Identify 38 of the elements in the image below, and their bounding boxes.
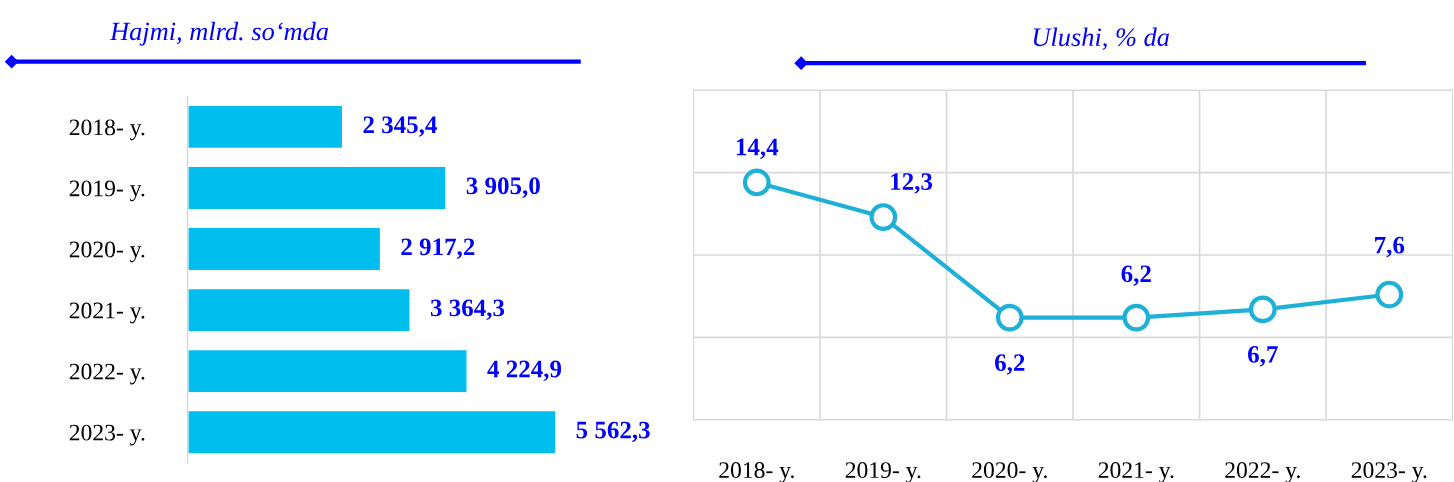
point xyxy=(1248,295,1277,324)
chart-title: Ulushi, % da xyxy=(1033,27,1169,50)
point xyxy=(742,168,771,197)
data-label: 14,4 xyxy=(736,138,779,159)
point xyxy=(1122,303,1151,332)
bar xyxy=(187,287,412,334)
bar xyxy=(187,164,448,211)
y-tick-label: 2019- y. xyxy=(69,180,145,202)
point xyxy=(1375,280,1404,309)
data-label: 6,2 xyxy=(995,354,1025,375)
data-label: 4 224,9 xyxy=(487,360,562,382)
chart-title: Hajmi, mlrd. so‘mda xyxy=(109,21,329,46)
data-label: 6,7 xyxy=(1248,346,1278,367)
x-tick-label: 2019- y. xyxy=(845,462,921,482)
x-tick-label: 2020- y. xyxy=(972,462,1047,482)
y-tick-label: 2023- y. xyxy=(69,424,145,446)
data-label: 7,6 xyxy=(1375,236,1405,258)
data-label: 6,2 xyxy=(1121,265,1151,286)
x-tick-label: 2021- y. xyxy=(1098,462,1174,482)
y-tick-label: 2021- y. xyxy=(69,302,145,324)
data-label: 2 345,4 xyxy=(363,116,437,137)
data-label: 12,3 xyxy=(891,173,933,194)
y-tick-label: 2020- y. xyxy=(69,241,145,263)
y-tick-label: 2022- y. xyxy=(69,363,145,385)
data-label: 5 562,3 xyxy=(576,421,650,443)
y-tick-label: 2018- y. xyxy=(69,119,145,141)
bar xyxy=(187,226,382,273)
x-tick-label: 2022- y. xyxy=(1225,462,1300,482)
point xyxy=(869,203,898,231)
x-tick-label: 2023- y. xyxy=(1351,462,1427,482)
bar xyxy=(187,348,469,395)
data-label: 3 905,0 xyxy=(466,177,540,198)
bar xyxy=(187,409,558,456)
x-tick-label: 2018- y. xyxy=(719,462,794,482)
point xyxy=(995,303,1024,332)
data-label: 3 364,3 xyxy=(430,299,505,320)
bar xyxy=(187,103,345,150)
data-label: 2 917,2 xyxy=(401,238,475,259)
